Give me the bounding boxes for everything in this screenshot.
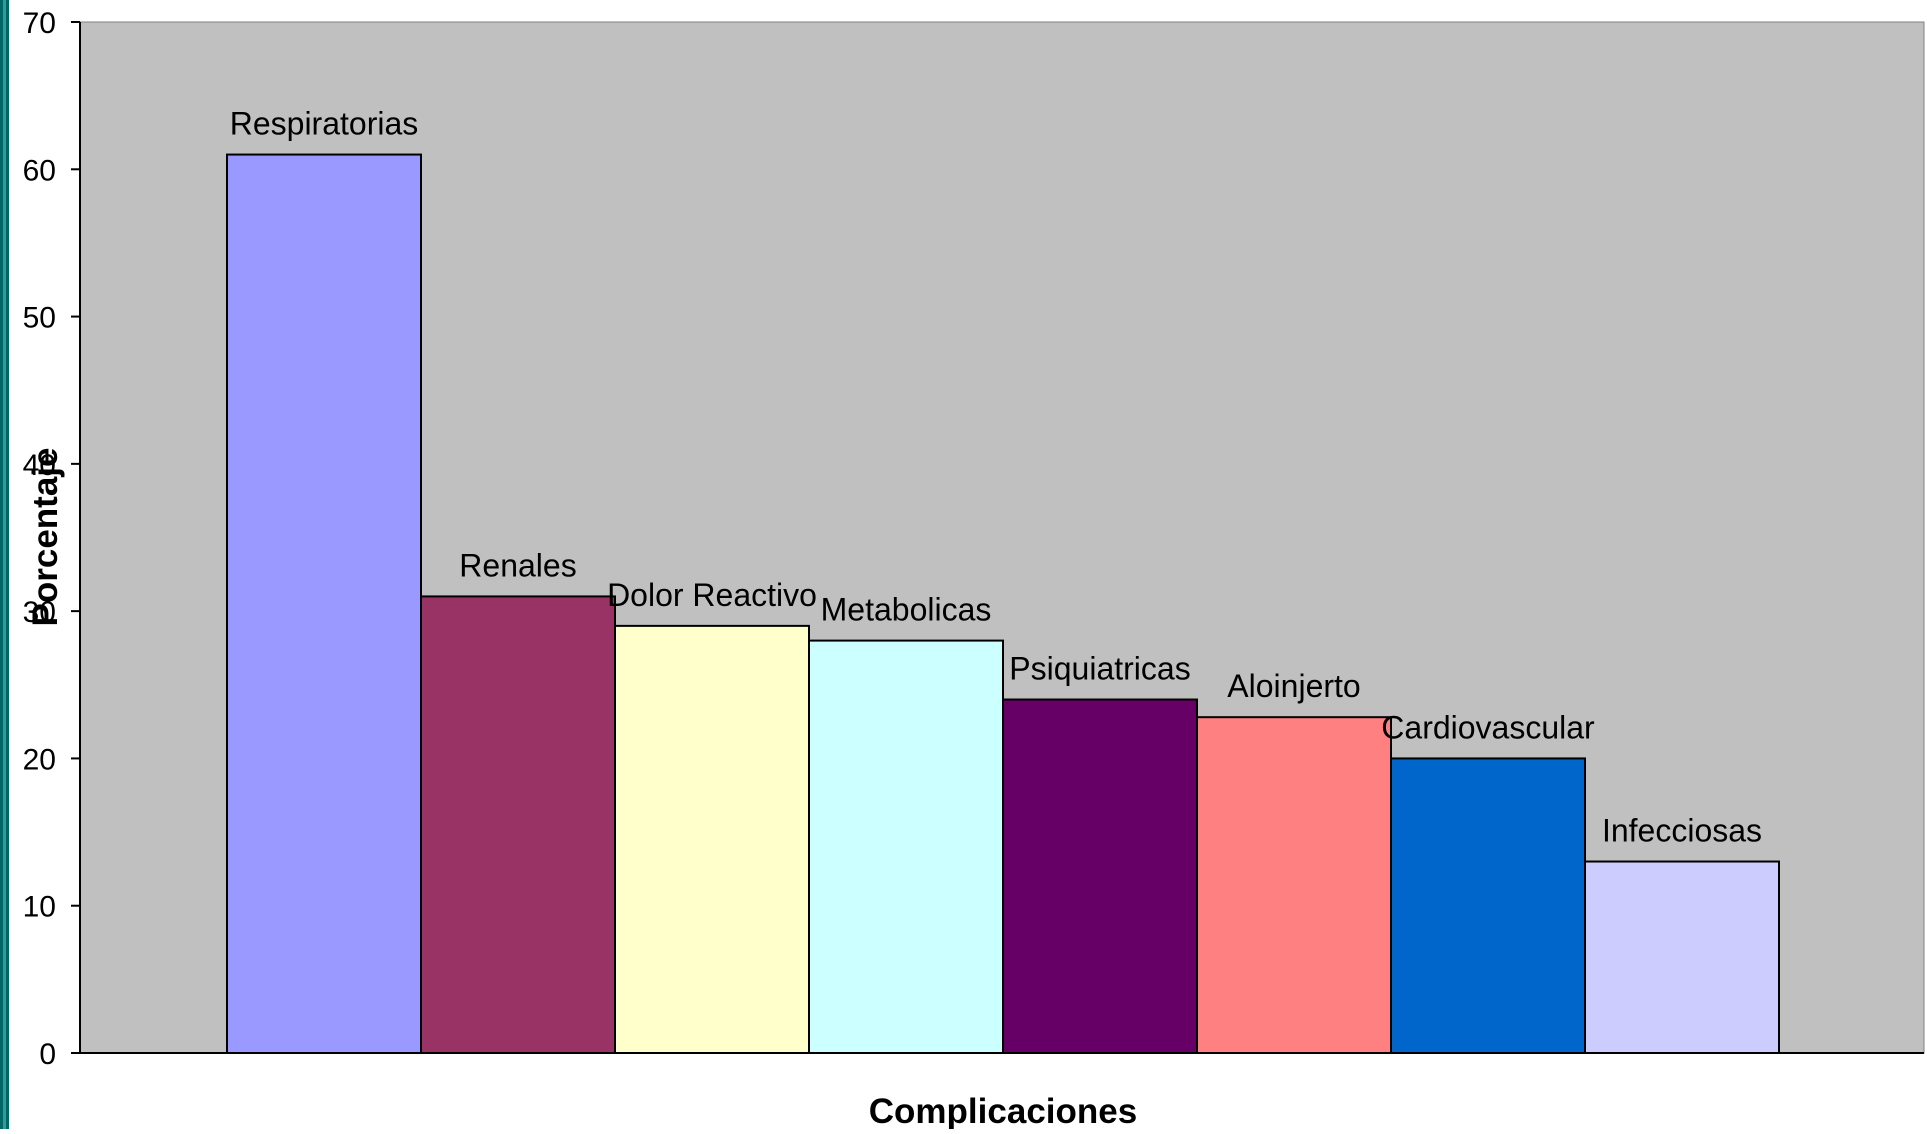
y-axis: 0 10 20 30 40 50 60 70 — [23, 7, 81, 1071]
x-axis-title: Complicaciones — [869, 1092, 1137, 1129]
left-frame-pattern — [3, 0, 6, 1129]
y-tick-label: 10 — [23, 891, 56, 924]
y-tick-label: 50 — [23, 302, 56, 335]
bar-infecciosas — [1584, 860, 1780, 1054]
y-tick-label: 60 — [23, 154, 56, 187]
y-tick-label: 40 — [23, 449, 56, 482]
bar-label: Psiquiatricas — [1009, 651, 1190, 687]
bar-psiquiatricas — [1002, 698, 1198, 1054]
bar-cardiovascular — [1390, 757, 1586, 1055]
y-tick-label: 20 — [23, 743, 56, 776]
bar-aloinjerto — [1196, 716, 1392, 1055]
y-tick-label: 30 — [23, 596, 56, 629]
bar-label: Cardiovascular — [1381, 709, 1595, 745]
bar-label: Infecciosas — [1602, 813, 1762, 849]
bar-renales — [420, 595, 616, 1055]
bar-label: Dolor Reactivo — [607, 577, 817, 613]
bar-label: Renales — [459, 547, 576, 583]
bar-respiratorias — [226, 153, 422, 1055]
y-tick-label: 0 — [39, 1038, 56, 1071]
bar-dolor-reactivo — [614, 624, 810, 1054]
bar-label: Metabolicas — [821, 592, 992, 628]
bar-metabolicas — [808, 639, 1004, 1054]
bar-label: Aloinjerto — [1227, 668, 1360, 704]
bar-label: Respiratorias — [230, 106, 419, 142]
y-tick-label: 70 — [23, 7, 56, 40]
bars — [226, 153, 1780, 1055]
y-axis-title: Porcentaje — [26, 448, 65, 627]
data-labels: Respiratorias Renales Dolor Reactivo Metabo… — [230, 106, 1762, 849]
